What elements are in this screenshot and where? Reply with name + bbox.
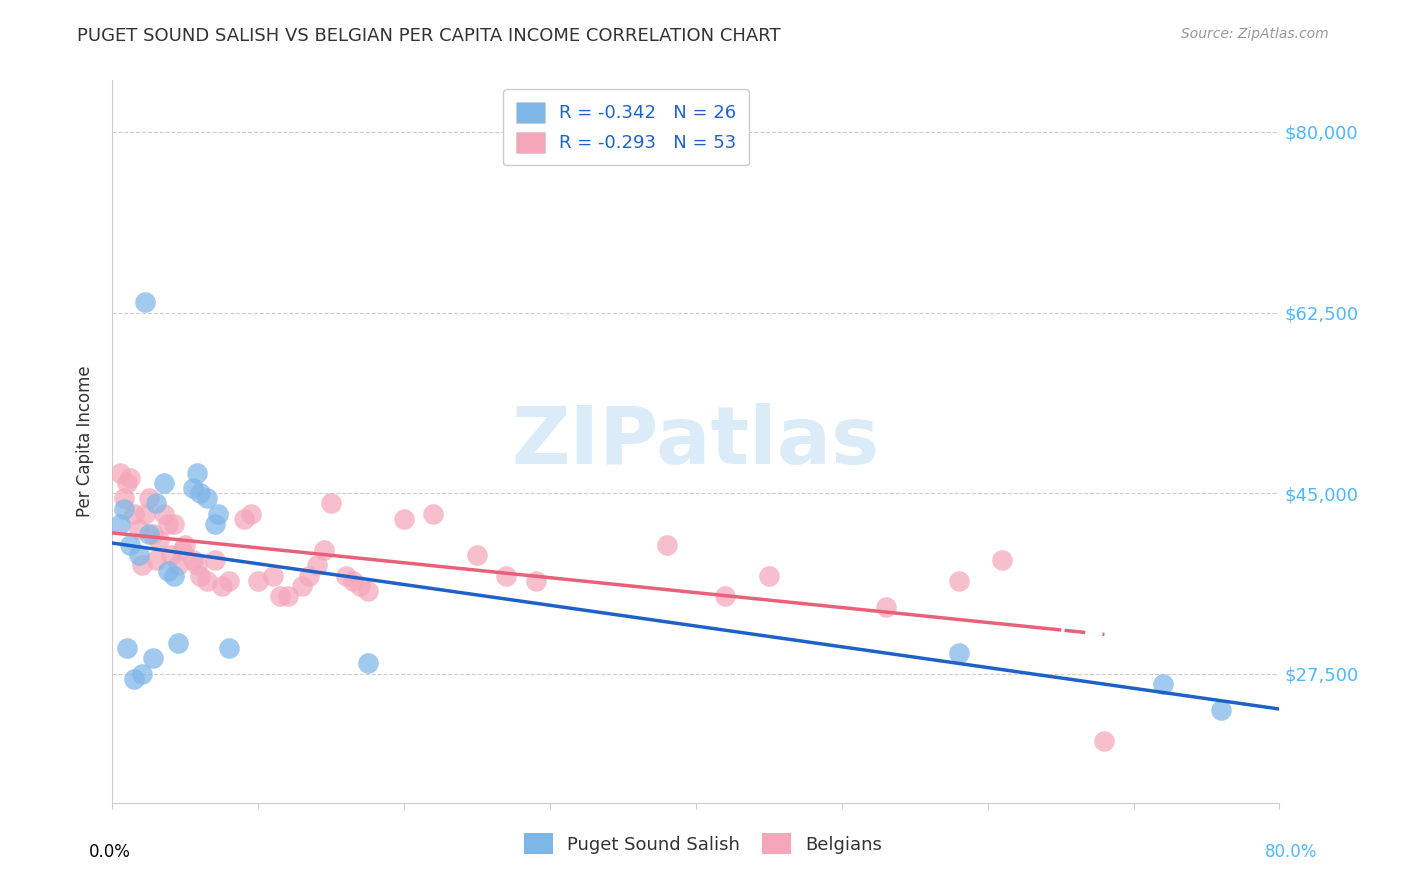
Point	[291, 579, 314, 593]
Point	[655, 538, 678, 552]
Point	[131, 666, 153, 681]
Point	[118, 471, 141, 485]
Point	[357, 584, 380, 599]
Point	[172, 542, 194, 557]
Point	[167, 636, 190, 650]
Point	[163, 568, 186, 582]
Point	[128, 548, 150, 562]
Text: PUGET SOUND SALISH VS BELGIAN PER CAPITA INCOME CORRELATION CHART: PUGET SOUND SALISH VS BELGIAN PER CAPITA…	[77, 27, 780, 45]
Point	[142, 651, 165, 665]
Point	[112, 491, 135, 506]
Point	[108, 466, 131, 480]
Point	[298, 568, 321, 582]
Point	[138, 527, 160, 541]
Point	[204, 553, 226, 567]
Point	[115, 475, 138, 490]
Point	[163, 517, 186, 532]
Point	[188, 486, 211, 500]
Point	[195, 491, 218, 506]
Point	[524, 574, 547, 588]
Point	[218, 640, 240, 655]
Point	[758, 568, 780, 582]
Point	[991, 553, 1014, 567]
Point	[156, 517, 179, 532]
Point	[218, 574, 240, 588]
Point	[156, 564, 179, 578]
Point	[1209, 703, 1232, 717]
Point	[465, 548, 488, 562]
Legend: R = -0.342   N = 26, R = -0.293   N = 53: R = -0.342 N = 26, R = -0.293 N = 53	[503, 89, 749, 165]
Point	[174, 538, 197, 552]
Point	[394, 512, 416, 526]
Point	[305, 558, 328, 573]
Point	[108, 517, 131, 532]
Point	[131, 558, 153, 573]
Point	[262, 568, 284, 582]
Point	[160, 548, 183, 562]
Point	[276, 590, 298, 604]
Point	[167, 558, 190, 573]
Point	[115, 640, 138, 655]
Point	[145, 496, 167, 510]
Text: 80.0%: 80.0%	[1264, 843, 1317, 861]
Point	[142, 527, 165, 541]
Point	[181, 553, 204, 567]
Point	[349, 579, 371, 593]
Point	[232, 512, 254, 526]
Point	[195, 574, 218, 588]
Point	[112, 501, 135, 516]
Point	[138, 491, 160, 506]
Point	[124, 672, 146, 686]
Point	[269, 590, 291, 604]
Point	[335, 568, 357, 582]
Legend: Puget Sound Salish, Belgians: Puget Sound Salish, Belgians	[513, 822, 893, 865]
Point	[240, 507, 263, 521]
Point	[204, 517, 226, 532]
Point	[118, 538, 141, 552]
Point	[875, 599, 897, 614]
Text: ZIPatlas: ZIPatlas	[512, 402, 880, 481]
Point	[312, 542, 335, 557]
Point	[207, 507, 229, 521]
Point	[188, 568, 211, 582]
Point	[134, 295, 156, 310]
Point	[422, 507, 444, 521]
Point	[948, 574, 970, 588]
Point	[342, 574, 364, 588]
Point	[186, 466, 208, 480]
Point	[948, 646, 970, 660]
Text: Source: ZipAtlas.com: Source: ZipAtlas.com	[1181, 27, 1329, 41]
Point	[321, 496, 343, 510]
Point	[495, 568, 517, 582]
Text: 0.0%: 0.0%	[89, 843, 131, 861]
Point	[714, 590, 737, 604]
Point	[357, 657, 380, 671]
Point	[152, 507, 174, 521]
Point	[152, 475, 174, 490]
Point	[124, 507, 146, 521]
Point	[247, 574, 270, 588]
Point	[1152, 677, 1174, 691]
Point	[211, 579, 233, 593]
Y-axis label: Per Capita Income: Per Capita Income	[76, 366, 94, 517]
Point	[148, 533, 170, 547]
Point	[186, 558, 208, 573]
Point	[181, 481, 204, 495]
Point	[145, 553, 167, 567]
Point	[128, 522, 150, 536]
Point	[1094, 734, 1116, 748]
Point	[134, 507, 156, 521]
